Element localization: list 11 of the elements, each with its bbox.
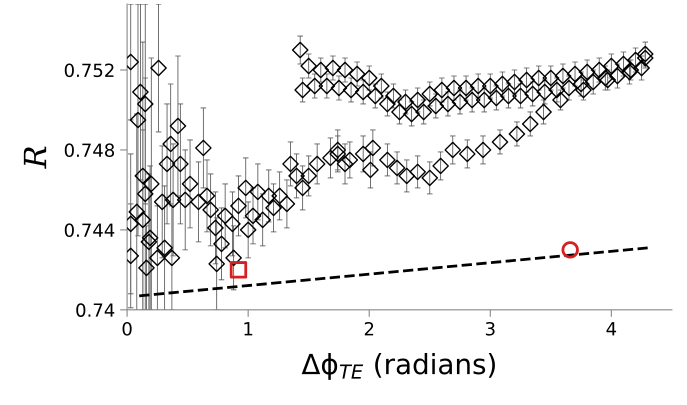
y-tick-label: 0.748: [64, 143, 114, 158]
y-tick-label: 0.744: [64, 223, 114, 237]
y-axis-title: R: [24, 146, 46, 169]
x-tick-label: 1: [244, 322, 252, 336]
x-tick-label: 2: [364, 322, 374, 336]
x-tick-label: 3: [486, 322, 495, 336]
y-tick-label: 0.74: [76, 303, 114, 317]
x-tick-label: 0: [122, 322, 132, 336]
x-axis-title: Δϕ$_{TE}$ (radians): [302, 352, 495, 380]
x-tick-label: 4: [606, 322, 616, 336]
y-tick-label: 0.752: [64, 63, 114, 78]
